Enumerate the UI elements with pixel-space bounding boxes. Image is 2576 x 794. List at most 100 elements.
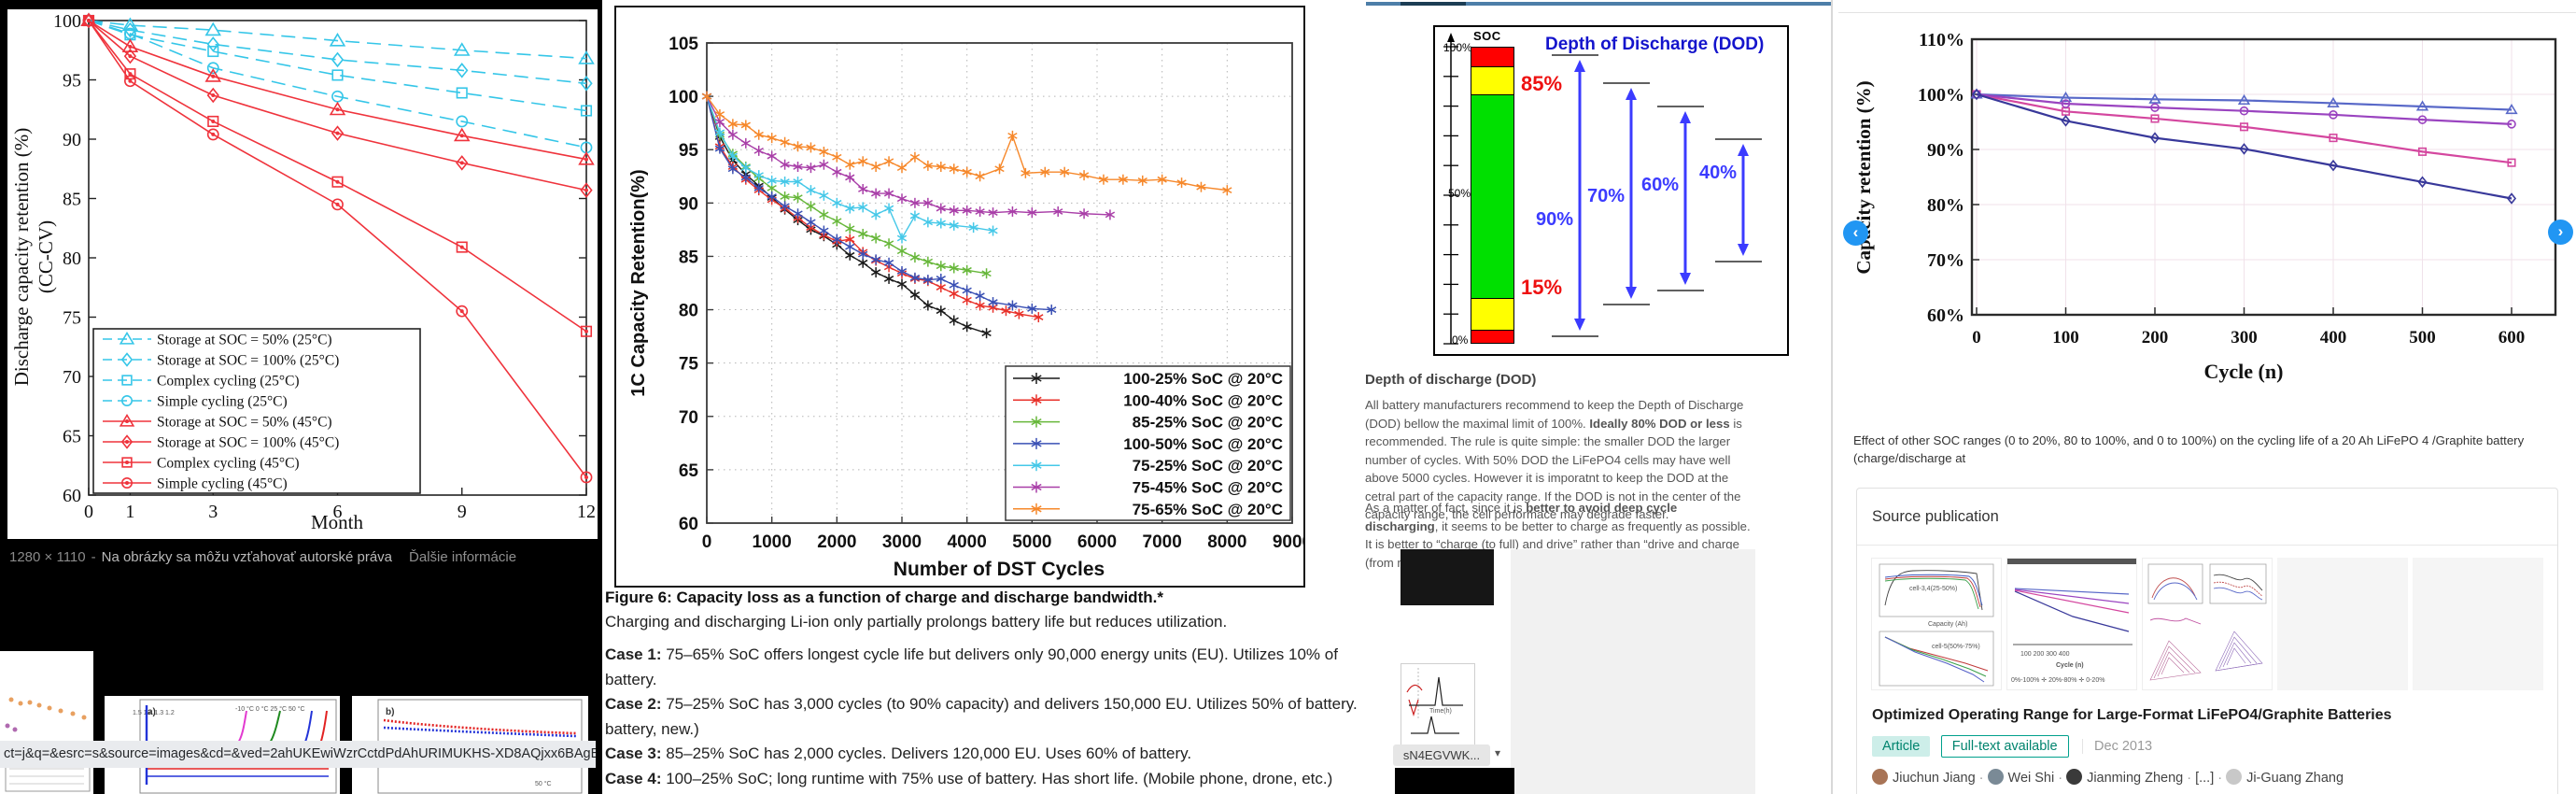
svg-text:Number of DST Cycles: Number of DST Cycles bbox=[894, 559, 1105, 580]
dod-article-panel: Depth of Discharge (DOD) SOC 90% 70% 60% 40… bbox=[1358, 0, 1833, 794]
avatar bbox=[2066, 769, 2083, 785]
svg-text:1C Capacity Retention(%): 1C Capacity Retention(%) bbox=[628, 169, 649, 396]
dst-cycles-figure: 60 65 70 75 80 85 90 95 100 105 0 1000 2000 3000 4000 5… bbox=[614, 6, 1305, 588]
svg-text:8000: 8000 bbox=[1207, 532, 1246, 552]
author-list: Jiuchun Jiang · Wei Shi · Jianming Zheng · [..… bbox=[1872, 769, 2344, 786]
svg-text:Storage at SOC = 100% (45°C): Storage at SOC = 100% (45°C) bbox=[157, 435, 339, 451]
svg-text:6000: 6000 bbox=[1077, 532, 1117, 552]
dst-cycles-chart: 60 65 70 75 80 85 90 95 100 105 0 1000 2000 3000 4000 5… bbox=[628, 35, 1303, 580]
fulltext-badge[interactable]: Full-text available bbox=[1940, 735, 2069, 758]
soc-bar-red-top bbox=[1471, 47, 1514, 67]
svg-text:75-25% SoC @ 20°C: 75-25% SoC @ 20°C bbox=[1133, 457, 1283, 475]
svg-text:Cycle (n): Cycle (n) bbox=[2056, 662, 2084, 669]
author-link[interactable]: Jiuchun Jiang bbox=[1893, 771, 1976, 786]
copyright-notice: Na obrázky sa môžu vzťahovať autorské pr… bbox=[101, 549, 393, 565]
svg-text:2000: 2000 bbox=[817, 532, 856, 552]
dod-arrows: 90% 70% 60% 40% bbox=[1443, 33, 1762, 345]
svg-text:Simple cycling (45°C): Simple cycling (45°C) bbox=[157, 476, 288, 492]
publication-thumbnail-2[interactable]: 100 200 300 400 Cycle (n) 0%-100% ✛ 20%-… bbox=[2006, 558, 2137, 690]
soc-bar-yellow-bottom bbox=[1471, 298, 1514, 331]
dod-paragraph-1: All battery manufacturers recommend to k… bbox=[1365, 398, 1744, 521]
svg-text:400: 400 bbox=[2320, 328, 2347, 347]
threshold-15: 15% bbox=[1521, 276, 1563, 299]
svg-text:Complex cycling (25°C): Complex cycling (25°C) bbox=[157, 374, 300, 390]
image-dimensions: 1280 × 1110 bbox=[9, 549, 86, 565]
figure6-document-panel: 60 65 70 75 80 85 90 95 100 105 0 1000 2000 3000 4000 5… bbox=[602, 0, 1388, 794]
svg-text:Complex cycling (45°C): Complex cycling (45°C) bbox=[157, 456, 300, 472]
svg-text:cell-3,4(25-50%): cell-3,4(25-50%) bbox=[1909, 586, 1957, 592]
svg-text:0: 0 bbox=[84, 502, 93, 522]
previous-figure-button[interactable]: ‹ bbox=[1843, 220, 1868, 246]
svg-text:70: 70 bbox=[679, 408, 698, 428]
source-publication-card: Source publication cell-3,4(25-50%) Capa… bbox=[1856, 488, 2558, 794]
avatar bbox=[2226, 769, 2243, 785]
svg-text:60%: 60% bbox=[1927, 305, 1964, 326]
window-divider bbox=[1831, 0, 1833, 794]
svg-text:9000: 9000 bbox=[1273, 532, 1303, 552]
svg-text:Cycle (n): Cycle (n) bbox=[2204, 360, 2284, 383]
svg-text:0: 0 bbox=[702, 532, 712, 552]
svg-text:100-50% SoC @ 20°C: 100-50% SoC @ 20°C bbox=[1123, 435, 1283, 453]
svg-text:85: 85 bbox=[63, 190, 81, 210]
url-status-bar: ct=j&q=&esrc=s&source=images&cd=&ved=2ah… bbox=[0, 741, 596, 768]
author-link[interactable]: Ji-Guang Zhang bbox=[2246, 771, 2344, 786]
axis-100: 100% bbox=[1443, 41, 1472, 54]
svg-text:60%: 60% bbox=[1641, 175, 1679, 195]
svg-text:95: 95 bbox=[63, 71, 81, 92]
svg-text:60: 60 bbox=[63, 486, 81, 506]
case-line: Case 2: 75–25% SoC has 3,000 cycles (to … bbox=[605, 695, 1388, 738]
figure-caption-subtitle: Charging and discharging Li-ion only par… bbox=[605, 613, 1228, 631]
more-info-link[interactable]: Ďalšie informácie bbox=[409, 549, 517, 565]
svg-text:100%: 100% bbox=[1918, 85, 1964, 106]
svg-text:Time(h): Time(h) bbox=[1429, 708, 1452, 715]
storage-cycling-figure[interactable]: 60 65 70 75 80 85 90 95 100 0 1 3 6 9 12 Month Discharge… bbox=[7, 9, 598, 539]
svg-text:75-45% SoC @ 20°C: 75-45% SoC @ 20°C bbox=[1133, 479, 1283, 497]
dod-paragraph-2: As a matter of fact, since it is better … bbox=[1365, 501, 1751, 570]
author-link[interactable]: Jianming Zheng bbox=[2087, 771, 2184, 786]
svg-text:Month: Month bbox=[311, 511, 364, 533]
axis-0: 0% bbox=[1452, 333, 1469, 347]
researchgate-panel: 110% 100% 90% 80% 70% 60% 0 100 200 300 400 500 600 C… bbox=[1833, 0, 2576, 794]
svg-text:90: 90 bbox=[679, 194, 698, 214]
svg-text:600: 600 bbox=[2499, 328, 2526, 347]
svg-text:Discharge capacity retention (: Discharge capacity retention (%) bbox=[10, 128, 33, 387]
publication-thumbnail-3[interactable] bbox=[2142, 558, 2273, 690]
author-link[interactable]: Wei Shi bbox=[2007, 771, 2055, 786]
svg-text:75: 75 bbox=[63, 308, 81, 329]
download-item-label[interactable]: sN4EGVWK... bbox=[1393, 744, 1490, 766]
soc-range-cycle-life-chart[interactable]: 110% 100% 90% 80% 70% 60% 0 100 200 300 400 500 600 C… bbox=[1833, 0, 2576, 411]
soc-bar-label: SOC bbox=[1473, 29, 1501, 43]
svg-text:80: 80 bbox=[63, 248, 81, 269]
svg-text:90%: 90% bbox=[1927, 140, 1964, 161]
svg-text:40%: 40% bbox=[1699, 163, 1737, 183]
avatar bbox=[1987, 769, 2004, 785]
svg-text:300: 300 bbox=[2231, 328, 2258, 347]
publication-title[interactable]: Optimized Operating Range for Large-Form… bbox=[1872, 707, 2392, 723]
svg-text:1000: 1000 bbox=[753, 532, 792, 552]
next-figure-button[interactable]: › bbox=[2548, 220, 2573, 245]
svg-text:Simple cycling (25°C): Simple cycling (25°C) bbox=[157, 394, 288, 410]
svg-text:200: 200 bbox=[2142, 328, 2169, 347]
source-publication-heading: Source publication bbox=[1872, 508, 1999, 525]
svg-text:0%-100% ✛ 20%-80% ✛ 0-20%: 0%-100% ✛ 20%-80% ✛ 0-20% bbox=[2011, 676, 2104, 684]
publication-thumbnail-1[interactable]: cell-3,4(25-50%) Capacity (Ah) cell-5(50… bbox=[1871, 558, 2002, 690]
case-line: Case 1: 75–65% SoC offers longest cycle … bbox=[605, 645, 1338, 688]
svg-text:0: 0 bbox=[1972, 328, 1981, 347]
svg-text:a): a) bbox=[148, 707, 156, 717]
case-list: Case 1: 75–65% SoC offers longest cycle … bbox=[605, 643, 1391, 791]
result-thumbnail-scatter[interactable] bbox=[0, 651, 93, 794]
svg-text:3: 3 bbox=[208, 502, 218, 522]
dod-section-heading: Depth of discharge (DOD) bbox=[1365, 372, 1537, 388]
svg-text:75-65% SoC @ 20°C: 75-65% SoC @ 20°C bbox=[1133, 501, 1283, 518]
publication-thumbnail-5[interactable] bbox=[2413, 558, 2543, 690]
download-preview-thumbnail[interactable]: Time(h) bbox=[1401, 663, 1475, 747]
svg-text:(CC-CV): (CC-CV) bbox=[35, 220, 57, 293]
svg-text:100 200 300 400: 100 200 300 400 bbox=[2020, 651, 2070, 658]
svg-text:12: 12 bbox=[577, 502, 596, 522]
axis-50: 50% bbox=[1448, 187, 1471, 200]
publication-badges: Article Full-text available Dec 2013 bbox=[1872, 735, 2153, 759]
svg-text:500: 500 bbox=[2409, 328, 2436, 347]
svg-text:1.5 1.4 1.3 1.2: 1.5 1.4 1.3 1.2 bbox=[133, 710, 175, 716]
chevron-down-icon[interactable]: ▾ bbox=[1495, 746, 1501, 759]
publication-thumbnail-4[interactable] bbox=[2277, 558, 2408, 690]
